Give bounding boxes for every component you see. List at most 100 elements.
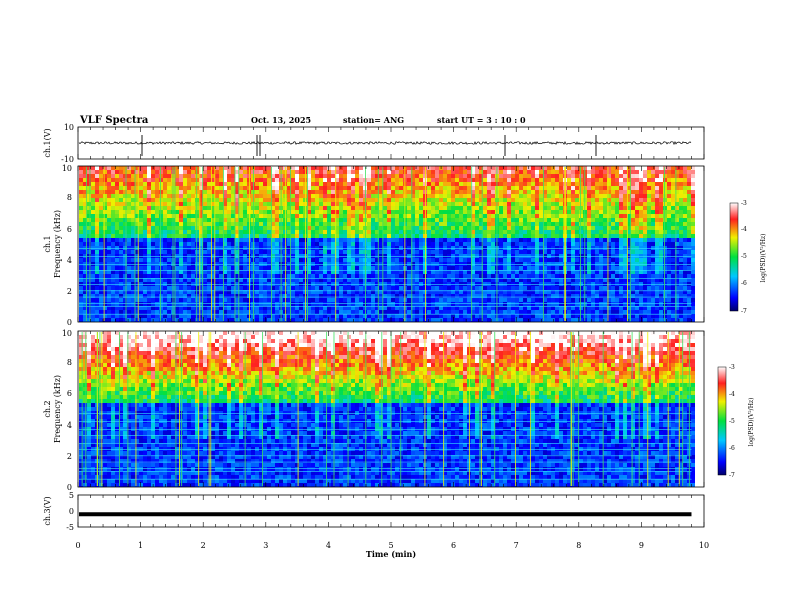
- spectrogram-cell: [127, 222, 131, 226]
- spectrogram-cell: [303, 214, 307, 218]
- spectrogram-cell: [179, 206, 183, 210]
- spectrogram-cell: [371, 190, 375, 194]
- spectrogram-cell: [315, 258, 319, 262]
- spectrogram-cell: [227, 230, 231, 234]
- spectrogram-cell: [99, 282, 103, 286]
- spectrogram-cell: [179, 246, 183, 250]
- spectrogram-cell: [251, 258, 255, 262]
- spectrogram-cell: [515, 310, 519, 314]
- spectrogram-cell: [443, 266, 447, 270]
- spectrogram-cell: [203, 238, 207, 242]
- spectrogram-cell: [103, 170, 107, 174]
- spectrogram-cell: [215, 186, 219, 190]
- spectrogram-cell: [283, 166, 287, 170]
- spectrogram-cell: [235, 246, 239, 250]
- spectrogram-cell: [447, 238, 451, 242]
- spectrogram-cell: [103, 214, 107, 218]
- spectrogram-cell: [511, 190, 515, 194]
- spectrogram-cell: [111, 222, 115, 226]
- spectrogram-cell: [219, 170, 223, 174]
- spectrogram-cell: [367, 314, 371, 318]
- spectrogram-cell: [499, 302, 503, 306]
- spectrogram-cell: [331, 302, 335, 306]
- spectrogram-cell: [79, 282, 83, 286]
- spectrogram-cell: [367, 190, 371, 194]
- spectrogram-cell: [455, 294, 459, 298]
- spectrogram-cell: [435, 302, 439, 306]
- spectrogram-cell: [443, 250, 447, 254]
- spectrogram-cell: [103, 166, 107, 170]
- spectrogram-cell: [323, 206, 327, 210]
- spectrogram-cell: [239, 226, 243, 230]
- spectrogram-cell: [515, 222, 519, 226]
- spectrogram-cell: [351, 174, 355, 178]
- spectrogram-cell: [431, 202, 435, 206]
- spectrogram-cell: [427, 190, 431, 194]
- spectrogram-cell: [255, 186, 259, 190]
- spectrogram-cell: [483, 186, 487, 190]
- spectrogram-cell: [263, 198, 267, 202]
- spectrogram-cell: [515, 210, 519, 214]
- spectrogram-cell: [99, 250, 103, 254]
- spectrogram-cell: [343, 214, 347, 218]
- spectrogram-cell: [183, 258, 187, 262]
- spectrogram-cell: [303, 210, 307, 214]
- spectrogram-cell: [319, 318, 323, 322]
- spectrogram-cell: [327, 170, 331, 174]
- spectrogram-cell: [151, 226, 155, 230]
- spectrogram-cell: [231, 182, 235, 186]
- spectrogram-cell: [175, 226, 179, 230]
- spectrogram-cell: [439, 242, 443, 246]
- spectrogram-cell: [143, 238, 147, 242]
- spectrogram-cell: [347, 258, 351, 262]
- spectrogram-cell: [491, 274, 495, 278]
- spectrogram-cell: [275, 242, 279, 246]
- spectrogram-cell: [251, 302, 255, 306]
- spectrogram-cell: [231, 274, 235, 278]
- spectrogram-cell: [147, 258, 151, 262]
- spectrogram-cell: [507, 298, 511, 302]
- spectrogram-cell: [419, 210, 423, 214]
- spectrogram-cell: [499, 298, 503, 302]
- spectrogram-cell: [427, 242, 431, 246]
- spectrogram-cell: [127, 302, 131, 306]
- spectrogram-cell: [87, 174, 91, 178]
- spectrogram-cell: [95, 198, 99, 202]
- spectrogram-cell: [175, 182, 179, 186]
- spectrogram-cell: [315, 210, 319, 214]
- spectrogram-cell: [423, 238, 427, 242]
- spectrogram-cell: [187, 214, 191, 218]
- spectrogram-cell: [215, 214, 219, 218]
- spectrogram-cell: [475, 286, 479, 290]
- spectrogram-cell: [87, 210, 91, 214]
- spectrogram-cell: [103, 266, 107, 270]
- spectrogram-cell: [247, 258, 251, 262]
- spectrogram-cell: [319, 266, 323, 270]
- spectrogram-cell: [347, 286, 351, 290]
- spectrogram-cell: [151, 190, 155, 194]
- spectrogram-cell: [435, 186, 439, 190]
- spectrogram-cell: [499, 174, 503, 178]
- spectrogram-cell: [415, 238, 419, 242]
- spectrogram-cell: [111, 186, 115, 190]
- spectrogram-cell: [99, 254, 103, 258]
- spectrogram-cell: [507, 186, 511, 190]
- spectrogram-cell: [463, 286, 467, 290]
- spectrogram-cell: [235, 230, 239, 234]
- spectrogram-cell: [291, 226, 295, 230]
- spectrogram-cell: [239, 282, 243, 286]
- spectrogram-cell: [107, 302, 111, 306]
- spectrogram-cell: [447, 250, 451, 254]
- spectrogram-cell: [239, 286, 243, 290]
- spectrogram-cell: [515, 202, 519, 206]
- spectrogram-cell: [175, 218, 179, 222]
- spectrogram-cell: [331, 198, 335, 202]
- spectrogram-cell: [291, 182, 295, 186]
- spectrogram-cell: [515, 274, 519, 278]
- spectrogram-cell: [167, 298, 171, 302]
- spectrogram-cell: [115, 302, 119, 306]
- spectrogram-cell: [207, 170, 211, 174]
- spectrogram-cell: [247, 282, 251, 286]
- spectrogram-cell: [455, 190, 459, 194]
- spectrogram-cell: [127, 318, 131, 322]
